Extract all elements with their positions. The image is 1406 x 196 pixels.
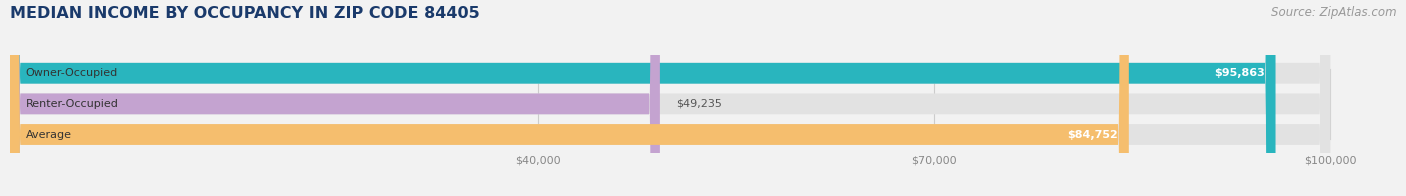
FancyBboxPatch shape [10, 0, 1330, 196]
Text: Average: Average [25, 130, 72, 140]
Text: $84,752: $84,752 [1067, 130, 1118, 140]
FancyBboxPatch shape [10, 0, 1330, 196]
FancyBboxPatch shape [10, 0, 659, 196]
FancyBboxPatch shape [10, 0, 1330, 196]
Text: $95,863: $95,863 [1215, 68, 1265, 78]
Text: Source: ZipAtlas.com: Source: ZipAtlas.com [1271, 6, 1396, 19]
FancyBboxPatch shape [10, 0, 1129, 196]
Text: $49,235: $49,235 [676, 99, 721, 109]
FancyBboxPatch shape [10, 0, 1275, 196]
Text: MEDIAN INCOME BY OCCUPANCY IN ZIP CODE 84405: MEDIAN INCOME BY OCCUPANCY IN ZIP CODE 8… [10, 6, 479, 21]
Text: Owner-Occupied: Owner-Occupied [25, 68, 118, 78]
Text: Renter-Occupied: Renter-Occupied [25, 99, 118, 109]
